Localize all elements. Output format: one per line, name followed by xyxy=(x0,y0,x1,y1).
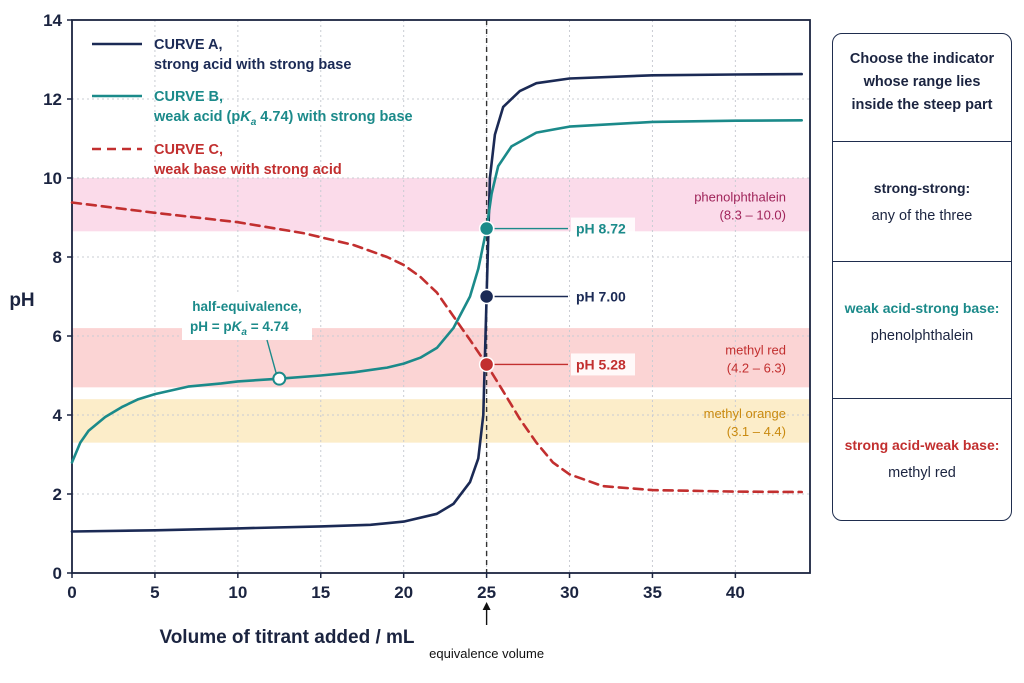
marker-label: pH 7.00 xyxy=(576,289,626,305)
equivalence-arrowhead xyxy=(482,602,491,610)
band-range-label: (8.3 – 10.0) xyxy=(720,208,787,223)
half-equivalence-label: half-equivalence, xyxy=(192,299,302,314)
y-tick-label: 10 xyxy=(43,169,62,188)
legend-name: CURVE C, xyxy=(154,142,223,158)
band-range-label: (3.1 – 4.4) xyxy=(727,424,786,439)
y-tick-label: 6 xyxy=(53,327,62,346)
plot-frame xyxy=(71,19,811,574)
legend-name: CURVE A, xyxy=(154,37,223,53)
guide-header: Choose the indicator whose range lies in… xyxy=(833,34,1011,141)
x-tick-label: 0 xyxy=(67,583,76,602)
equivalence-point xyxy=(478,356,495,373)
y-tick-label: 12 xyxy=(43,90,62,109)
x-tick-label: 10 xyxy=(228,583,247,602)
equivalence-point xyxy=(478,288,495,305)
legend-subtitle: strong acid with strong base xyxy=(154,57,351,73)
y-tick-label: 8 xyxy=(53,248,62,267)
band-range-label: (4.2 – 6.3) xyxy=(727,361,786,376)
marker-label-bg xyxy=(571,217,635,240)
y-tick-label: 14 xyxy=(43,11,62,30)
guide-row-title: strong acid-weak base: xyxy=(844,437,1000,453)
guide-row-title: strong-strong: xyxy=(873,180,971,196)
x-tick-label: 5 xyxy=(150,583,159,602)
marker-label-bg xyxy=(571,353,635,376)
guide-row-value: any of the three xyxy=(871,208,973,224)
x-tick-label: 40 xyxy=(726,583,745,602)
guide-header-line: whose range lies xyxy=(863,74,981,90)
y-tick-label: 4 xyxy=(53,406,63,425)
guide-header-line: Choose the indicator xyxy=(849,51,995,67)
guide-row-value: methyl red xyxy=(888,465,956,481)
half-equivalence-point xyxy=(272,371,287,386)
legend-subtitle: weak base with strong acid xyxy=(153,162,342,178)
indicator-band xyxy=(72,399,810,443)
equivalence-label: equivalence volume xyxy=(429,646,544,661)
x-tick-label: 35 xyxy=(643,583,662,602)
x-tick-label: 30 xyxy=(560,583,579,602)
x-tick-label: 20 xyxy=(394,583,413,602)
legend-name: CURVE B, xyxy=(154,89,223,105)
guide-row-weak-acid: weak acid-strong base: phenolphthalein xyxy=(833,261,1011,398)
band-name-label: methyl red xyxy=(725,343,786,358)
guide-row-strong-strong: strong-strong: any of the three xyxy=(833,141,1011,261)
x-axis-label: Volume of titrant added / mL xyxy=(159,627,414,648)
marker-label: pH 5.28 xyxy=(576,356,626,372)
half-equivalence-box xyxy=(182,294,312,340)
indicator-band xyxy=(72,178,810,232)
series-line xyxy=(70,201,803,494)
band-name-label: methyl orange xyxy=(704,406,786,421)
y-tick-label: 0 xyxy=(53,564,62,583)
guide-row-value: phenolphthalein xyxy=(870,328,974,344)
series-line xyxy=(70,72,803,533)
band-name-label: phenolphthalein xyxy=(694,190,786,205)
marker-label-bg xyxy=(571,285,635,308)
x-tick-label: 15 xyxy=(311,583,330,602)
legend-subtitle: weak acid (pKa 4.74) with strong base xyxy=(153,109,413,128)
titration-chart: 0 5 10 15 20 25 30 35 40 0 2 4 6 8 10 12 14 pH Volume of t… xyxy=(9,11,811,661)
guide-row-weak-base: strong acid-weak base: methyl red xyxy=(833,398,1011,520)
y-axis-label: pH xyxy=(9,290,34,311)
guide-header-line: inside the steep part xyxy=(851,97,993,113)
x-tick-label: 25 xyxy=(477,583,496,602)
equivalence-point xyxy=(478,220,495,237)
marker-label: pH 8.72 xyxy=(576,221,626,237)
half-equivalence-leader xyxy=(266,339,277,374)
y-tick-label: 2 xyxy=(53,485,62,504)
half-equivalence-value: pH = pKa = 4.74 xyxy=(190,319,289,338)
indicator-guide-panel: Choose the indicator whose range lies in… xyxy=(832,33,1012,521)
guide-row-title: weak acid-strong base: xyxy=(844,300,1000,316)
series-line xyxy=(70,119,803,464)
